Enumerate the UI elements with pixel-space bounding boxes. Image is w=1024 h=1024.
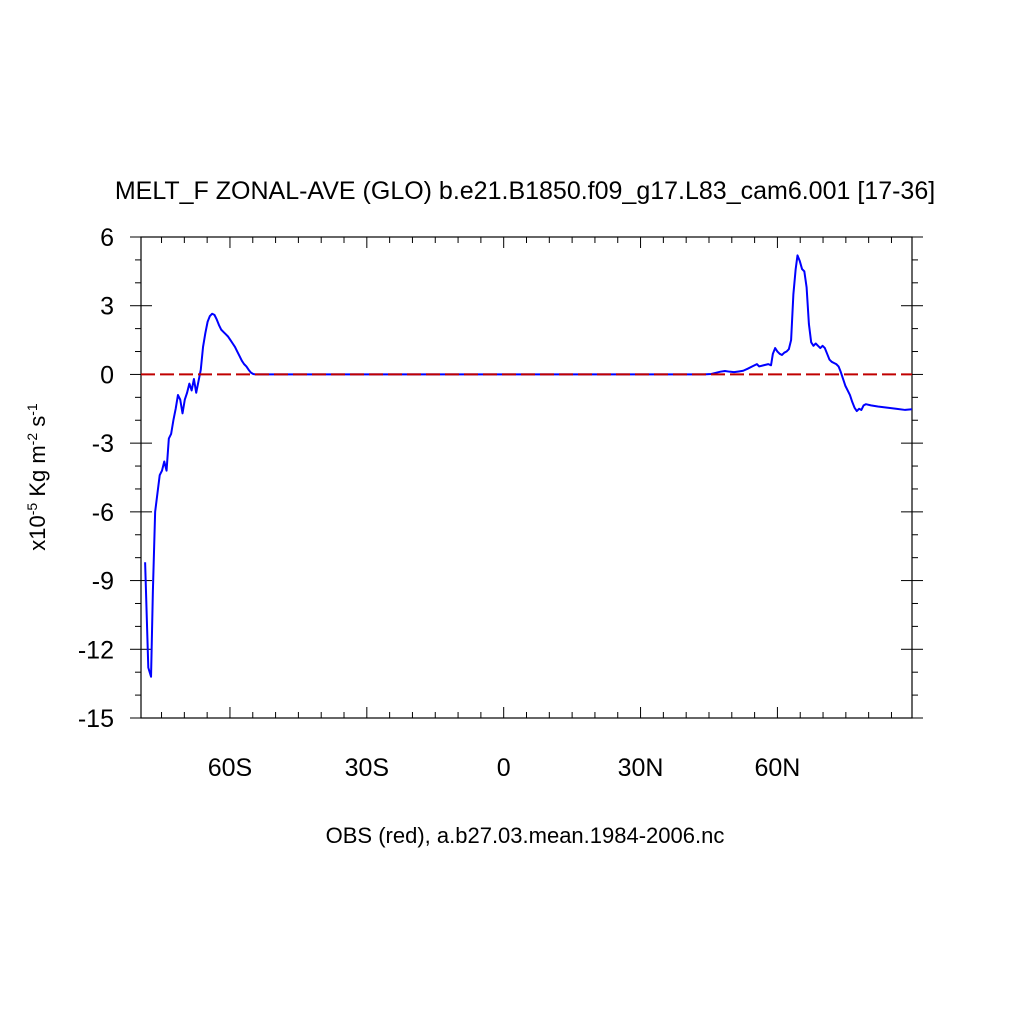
chart-title: MELT_F ZONAL-AVE (GLO) b.e21.B1850.f09_g…: [115, 177, 935, 205]
y-tick-label: 6: [100, 224, 114, 252]
y-axis-label-middle: Kg m: [25, 445, 50, 502]
y-tick-label: -15: [78, 705, 114, 733]
y-axis-label-exp2: -2: [24, 433, 40, 446]
series-line-0: [144, 254, 912, 678]
y-tick-label: 3: [100, 293, 114, 321]
y-axis-label: x10-5 Kg m-2 s-1: [24, 403, 50, 551]
y-axis-label-unit: s: [25, 416, 50, 433]
x-tick-label: 60S: [208, 754, 252, 782]
minor-ticks: [135, 237, 918, 718]
x-tick-label: 30N: [618, 754, 664, 782]
y-axis-label-exp1: -5: [24, 503, 40, 516]
x-axis-label: OBS (red), a.b27.03.mean.1984-2006.nc: [326, 823, 725, 848]
plot-frame: [140, 236, 913, 719]
axes: [140, 236, 913, 719]
y-tick-label: -9: [92, 568, 114, 596]
y-tick-label: -12: [78, 636, 114, 664]
y-axis-label-exp3: -1: [24, 403, 40, 416]
series-layer: [141, 254, 912, 678]
y-tick-label: -6: [92, 499, 114, 527]
x-tick-label: 60N: [754, 754, 800, 782]
x-tick-label: 0: [497, 754, 511, 782]
tick-labels: 60S 30S 0 30N 60N 6 3 0 -3 -6 -9 -12 -15: [78, 224, 800, 782]
y-tick-label: -3: [92, 430, 114, 458]
y-axis-label-prefix: x10: [25, 515, 50, 550]
major-ticks: [130, 236, 923, 719]
x-tick-label: 30S: [345, 754, 389, 782]
y-tick-label: 0: [100, 361, 114, 389]
